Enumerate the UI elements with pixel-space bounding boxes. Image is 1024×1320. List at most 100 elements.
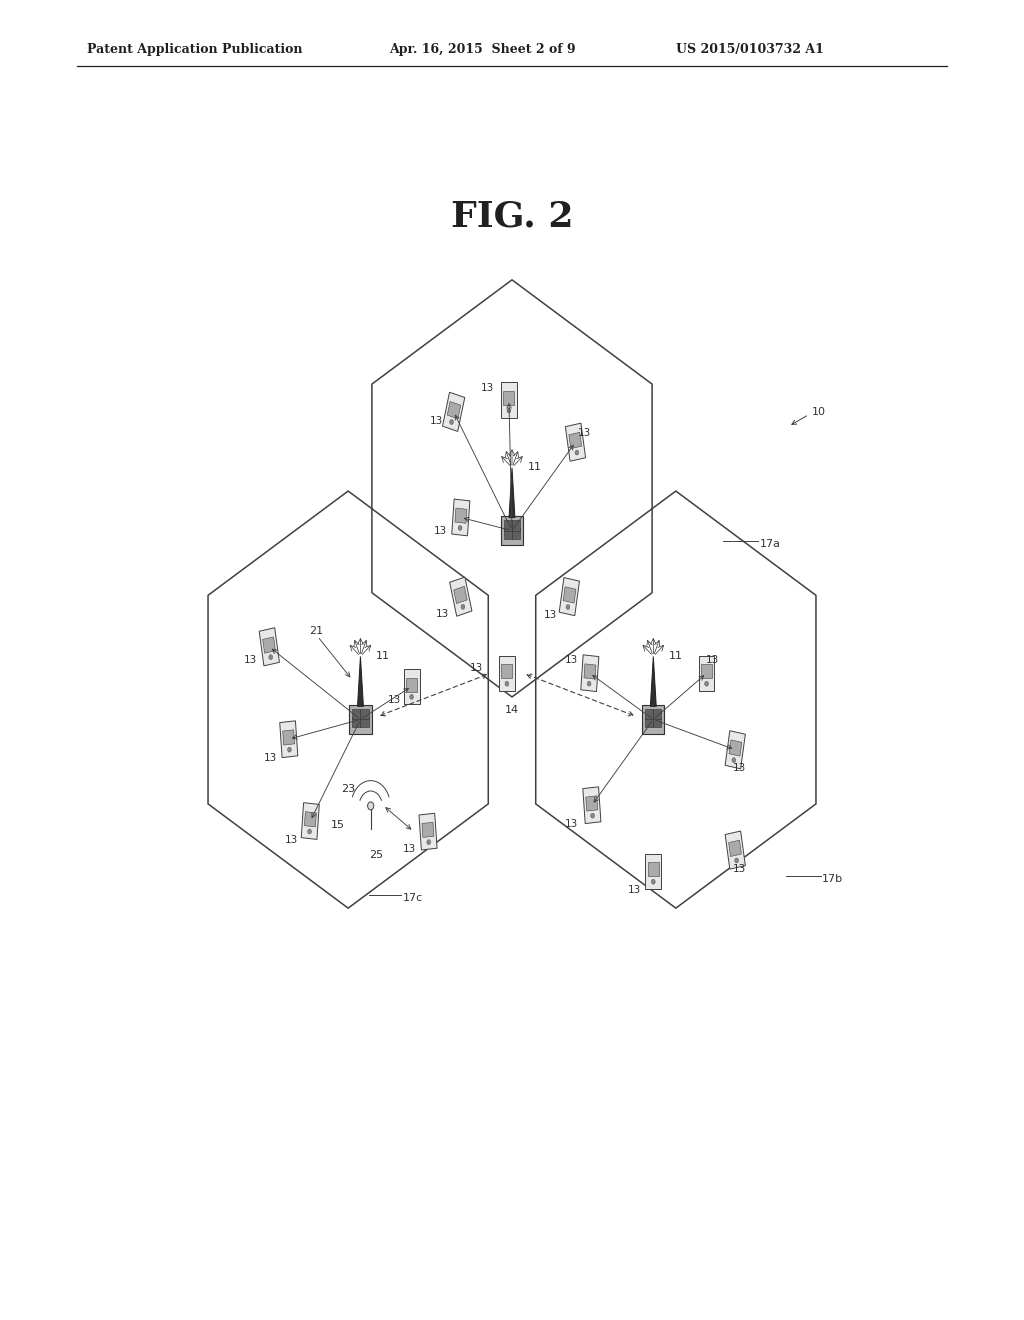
FancyBboxPatch shape [349, 705, 372, 734]
Bar [653, 717, 662, 727]
Polygon shape [650, 656, 656, 706]
Polygon shape [725, 832, 745, 869]
Circle shape [307, 829, 311, 834]
Polygon shape [701, 664, 712, 678]
Circle shape [566, 605, 569, 610]
Polygon shape [563, 587, 575, 603]
Text: 17b: 17b [822, 874, 844, 884]
Circle shape [269, 655, 272, 660]
Polygon shape [648, 862, 658, 876]
Text: 13: 13 [733, 863, 745, 874]
Circle shape [651, 879, 655, 884]
Polygon shape [581, 655, 599, 692]
Circle shape [368, 801, 374, 809]
Text: 13: 13 [565, 818, 578, 829]
Text: 11: 11 [376, 651, 390, 661]
Circle shape [735, 858, 738, 863]
Text: 11: 11 [669, 651, 683, 661]
Text: 17c: 17c [402, 892, 423, 903]
Bar [360, 709, 369, 719]
Text: 13: 13 [388, 694, 400, 705]
Polygon shape [509, 467, 515, 517]
Text: 10: 10 [812, 407, 826, 417]
Polygon shape [565, 424, 586, 461]
Bar [653, 709, 662, 719]
Text: 14: 14 [505, 705, 519, 715]
Polygon shape [450, 577, 472, 616]
FancyBboxPatch shape [501, 516, 523, 545]
Polygon shape [263, 638, 275, 653]
Text: 13: 13 [481, 383, 494, 393]
Polygon shape [725, 731, 745, 768]
Polygon shape [419, 813, 437, 850]
Text: 13: 13 [286, 834, 298, 845]
Text: FIG. 2: FIG. 2 [451, 199, 573, 234]
Polygon shape [357, 656, 364, 706]
Circle shape [410, 694, 414, 700]
Polygon shape [586, 796, 598, 810]
FancyBboxPatch shape [642, 705, 665, 734]
Polygon shape [452, 499, 470, 536]
Text: US 2015/0103732 A1: US 2015/0103732 A1 [676, 42, 823, 55]
Polygon shape [442, 392, 465, 432]
Text: 13: 13 [264, 752, 276, 763]
Text: 25: 25 [369, 850, 383, 861]
Text: 11: 11 [527, 462, 542, 473]
Circle shape [288, 747, 292, 752]
Polygon shape [422, 822, 434, 837]
Text: 17a: 17a [760, 539, 781, 549]
Polygon shape [304, 812, 316, 826]
Bar [504, 528, 512, 539]
Polygon shape [645, 854, 662, 888]
Circle shape [427, 840, 431, 845]
Polygon shape [729, 741, 741, 756]
Polygon shape [584, 664, 596, 678]
Polygon shape [454, 586, 467, 603]
Bar [352, 709, 360, 719]
Circle shape [450, 420, 454, 425]
Text: 21: 21 [309, 626, 324, 636]
Bar [360, 717, 369, 727]
Polygon shape [407, 677, 417, 692]
Circle shape [732, 758, 735, 763]
Text: 13: 13 [403, 843, 416, 854]
Polygon shape [698, 656, 715, 690]
Text: 13: 13 [245, 655, 257, 665]
Polygon shape [280, 721, 298, 758]
Polygon shape [729, 841, 741, 857]
Text: 13: 13 [733, 763, 745, 774]
Text: 23: 23 [341, 784, 355, 795]
Polygon shape [259, 628, 280, 665]
Polygon shape [499, 656, 515, 690]
Text: 13: 13 [629, 884, 641, 895]
Text: 13: 13 [470, 663, 482, 673]
Text: 13: 13 [707, 655, 719, 665]
Polygon shape [569, 433, 582, 449]
Text: 13: 13 [565, 655, 578, 665]
Bar [645, 709, 653, 719]
Circle shape [575, 450, 579, 455]
Polygon shape [501, 383, 517, 417]
Circle shape [505, 681, 509, 686]
Polygon shape [447, 401, 461, 418]
Bar [645, 717, 653, 727]
Polygon shape [502, 664, 512, 678]
Polygon shape [283, 730, 295, 744]
Circle shape [587, 681, 591, 686]
Polygon shape [301, 803, 319, 840]
Text: 13: 13 [545, 610, 557, 620]
Polygon shape [583, 787, 601, 824]
Polygon shape [403, 669, 420, 704]
Circle shape [591, 813, 595, 818]
Text: 13: 13 [579, 428, 591, 438]
Text: Apr. 16, 2015  Sheet 2 of 9: Apr. 16, 2015 Sheet 2 of 9 [389, 42, 575, 55]
Text: 13: 13 [436, 609, 449, 619]
Text: 15: 15 [331, 820, 345, 830]
Bar [512, 528, 520, 539]
Circle shape [705, 681, 709, 686]
Polygon shape [504, 391, 514, 405]
Text: 13: 13 [430, 416, 442, 426]
Circle shape [461, 605, 465, 610]
Polygon shape [455, 508, 467, 523]
Circle shape [507, 408, 511, 413]
